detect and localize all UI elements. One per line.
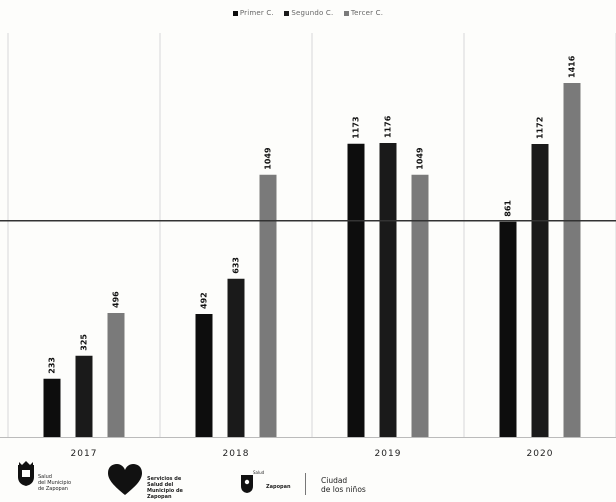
- footer-divider: [305, 473, 306, 495]
- legend-item-segundo: Segundo C.: [284, 9, 333, 17]
- data-label: 633: [232, 257, 241, 274]
- data-label: 1416: [568, 55, 577, 78]
- zapopan-crest-icon: [241, 475, 253, 493]
- data-label: 492: [200, 292, 209, 309]
- legend-swatch: [232, 10, 238, 16]
- bar-2018-3: [259, 174, 277, 437]
- x-tick-label: 2019: [375, 449, 402, 459]
- data-label: 1049: [416, 147, 425, 170]
- logo2-line: Servicios de: [147, 476, 182, 482]
- city-text: Ciudad de los niños: [321, 476, 366, 494]
- bar-2017-1: [43, 378, 61, 437]
- data-label: 325: [80, 334, 89, 351]
- bar-2020-2: [531, 144, 549, 437]
- bar-2017-3: [107, 313, 125, 437]
- data-label: 861: [504, 200, 513, 217]
- footer-logos: Salud del Municipio de Zapopan Servicios…: [0, 455, 616, 502]
- data-label: 233: [48, 357, 57, 374]
- logo2-line: Salud del: [147, 482, 174, 488]
- data-label: 1049: [264, 147, 273, 170]
- data-label: 1172: [536, 117, 545, 139]
- legend-label: Tercer C.: [350, 9, 384, 17]
- legend-label: Primer C.: [239, 9, 274, 17]
- bar-2019-2: [379, 143, 397, 437]
- city-line: Ciudad: [321, 476, 348, 485]
- heart-icon: [108, 464, 142, 495]
- legend-label: Segundo C.: [291, 9, 334, 17]
- x-tick-label: 2020: [527, 449, 554, 459]
- legend-swatch: [284, 10, 290, 16]
- legend-item-primer: Primer C.: [232, 9, 274, 17]
- logo1-line: de Zapopan: [38, 486, 68, 492]
- x-tick-label: 2017: [71, 449, 98, 459]
- logo1-line: Salud: [38, 474, 52, 480]
- logo3-top-text: Salud: [253, 470, 265, 475]
- x-tick-label: 2018: [223, 449, 250, 459]
- chart-legend: Primer C. Segundo C. Tercer C.: [0, 9, 616, 17]
- bar-2020-1: [499, 221, 517, 437]
- city-line: de los niños: [321, 485, 366, 494]
- bar-2017-2: [75, 355, 93, 437]
- legend-swatch: [343, 10, 349, 16]
- data-label: 1176: [384, 115, 393, 138]
- data-label: 496: [112, 291, 121, 308]
- logo3-main-text: Zapopan: [266, 484, 291, 490]
- logo1-text: Salud del Municipio de Zapopan: [38, 474, 71, 492]
- bar-2018-2: [227, 278, 245, 437]
- bar-2018-1: [195, 314, 213, 437]
- data-label: 1173: [352, 116, 361, 138]
- bar-2020-3: [563, 83, 581, 437]
- logo1-line: del Municipio: [38, 480, 72, 486]
- bar-2019-1: [347, 143, 365, 437]
- bar-2019-3: [411, 174, 429, 437]
- logo2-line: Municipio de: [147, 488, 183, 494]
- legend-item-tercer: Tercer C.: [343, 9, 384, 17]
- zapopan-shield-icon: [18, 461, 34, 486]
- logo2-text: Servicios de Salud del Municipio de Zapo…: [147, 476, 183, 500]
- logo2-line: Zapopan: [147, 494, 172, 500]
